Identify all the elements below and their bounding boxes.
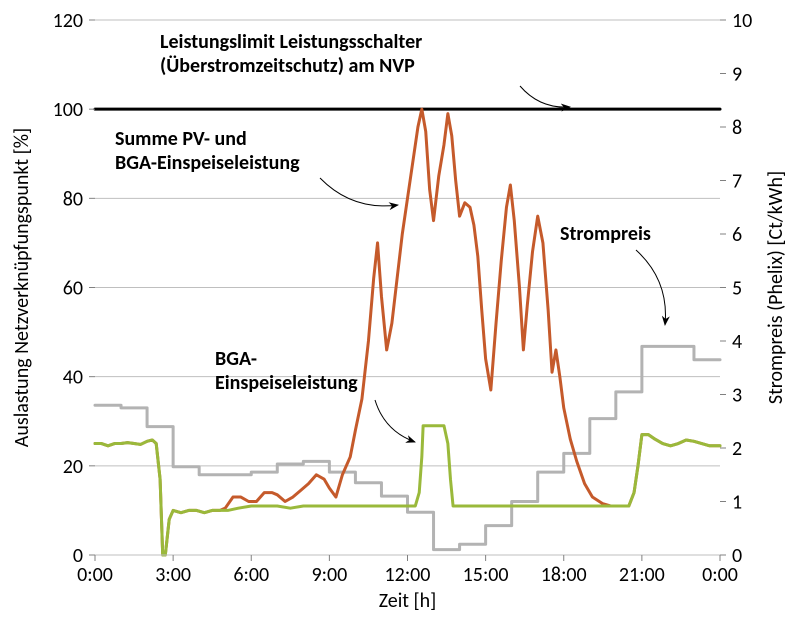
- y-left-tick-label: 120: [53, 9, 83, 33]
- y-left-axis-label: Auslastung Netzverknüpfungspunkt [%]: [10, 128, 34, 447]
- y-left-tick-label: 40: [63, 366, 83, 390]
- anno-strompreis-line-0: Strompreis: [560, 222, 651, 246]
- anno-limit-line-1: (Überstromzeitschutz) am NVP: [160, 54, 415, 78]
- x-tick-label: 3:00: [155, 563, 191, 587]
- anno-sum-line-0: Summe PV- und: [115, 127, 247, 151]
- y-right-tick-label: 5: [732, 277, 742, 301]
- x-axis-label: Zeit [h]: [379, 589, 437, 613]
- y-right-tick-label: 6: [732, 223, 742, 247]
- y-right-tick-label: 0: [732, 544, 742, 568]
- y-right-tick-label: 10: [732, 9, 752, 33]
- chart-container: 0:003:006:009:0012:0015:0018:0021:000:00…: [0, 0, 800, 635]
- y-right-tick-label: 8: [732, 116, 742, 140]
- y-right-tick-label: 4: [732, 330, 742, 354]
- x-tick-label: 21:00: [619, 563, 665, 587]
- y-right-tick-label: 7: [732, 170, 742, 194]
- y-left-tick-label: 100: [53, 98, 83, 122]
- x-tick-label: 18:00: [541, 563, 587, 587]
- x-tick-label: 9:00: [311, 563, 347, 587]
- y-left-tick-label: 0: [73, 544, 83, 568]
- anno-sum-line-1: BGA-Einspeiseleistung: [115, 151, 300, 175]
- x-tick-label: 12:00: [385, 563, 431, 587]
- y-left-tick-label: 60: [63, 277, 83, 301]
- anno-bga-line-1: Einspeiseleistung: [215, 371, 358, 395]
- x-tick-label: 15:00: [463, 563, 509, 587]
- anno-limit-line-0: Leistungslimit Leistungsschalter: [160, 30, 422, 54]
- x-tick-label: 6:00: [233, 563, 269, 587]
- y-left-tick-label: 80: [63, 187, 83, 211]
- chart-svg: 0:003:006:009:0012:0015:0018:0021:000:00…: [0, 0, 800, 635]
- y-right-tick-label: 3: [732, 384, 742, 408]
- y-left-tick-label: 20: [63, 455, 83, 479]
- y-right-tick-label: 9: [732, 63, 742, 87]
- y-right-tick-label: 1: [732, 491, 742, 515]
- y-right-tick-label: 2: [732, 437, 742, 461]
- anno-bga-line-0: BGA-: [215, 347, 257, 371]
- y-right-axis-label: Strompreis (Phelix) [Ct/kWh]: [764, 171, 788, 404]
